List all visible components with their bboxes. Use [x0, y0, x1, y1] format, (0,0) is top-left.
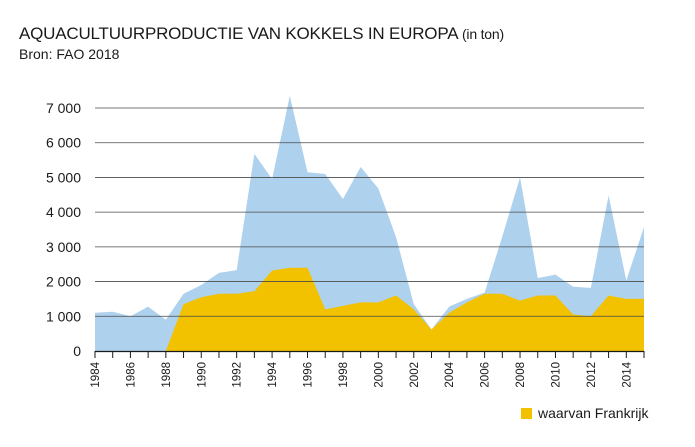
- x-tick-label: 2000: [373, 362, 385, 388]
- y-tick-label: 5 000: [46, 169, 81, 185]
- x-tick-label: 2006: [480, 362, 492, 388]
- y-tick-label: 6 000: [46, 135, 81, 151]
- x-tick-label: 1992: [232, 362, 244, 388]
- series-area-france: [95, 267, 644, 351]
- chart-title-text: AQUACULTUURPRODUCTIE VAN KOKKELS IN EURO…: [19, 24, 458, 43]
- y-tick-label: 7 000: [46, 100, 81, 116]
- x-tick-label: 2002: [409, 362, 421, 388]
- x-tick-label: 1990: [196, 362, 208, 388]
- chart-title: AQUACULTUURPRODUCTIE VAN KOKKELS IN EURO…: [19, 24, 504, 44]
- chart-source: Bron: FAO 2018: [19, 46, 120, 62]
- y-tick-label: 4 000: [46, 204, 81, 220]
- x-tick-label: 2010: [550, 362, 562, 388]
- chart-title-unit: (in ton): [461, 26, 504, 42]
- legend: waarvan Frankrijk: [521, 405, 648, 421]
- legend-label-france: waarvan Frankrijk: [538, 405, 649, 421]
- x-tick-label: 2004: [444, 361, 456, 387]
- legend-swatch-france: [521, 407, 532, 419]
- x-tick-label: 1996: [303, 362, 315, 388]
- x-tick-label: 2012: [586, 362, 598, 388]
- y-tick-label: 1 000: [46, 308, 81, 324]
- x-tick-label: 1988: [161, 362, 173, 388]
- x-tick-label: 1984: [90, 361, 102, 387]
- x-tick-label: 2008: [515, 362, 527, 388]
- series-area-total: [95, 95, 644, 351]
- y-tick-label: 0: [73, 343, 81, 359]
- x-tick-label: 1986: [125, 362, 137, 388]
- y-tick-label: 3 000: [46, 239, 81, 255]
- x-tick-label: 1998: [338, 362, 350, 388]
- x-tick-label: 2014: [621, 361, 633, 387]
- x-tick-label: 1994: [267, 361, 279, 387]
- y-tick-label: 2 000: [46, 274, 81, 290]
